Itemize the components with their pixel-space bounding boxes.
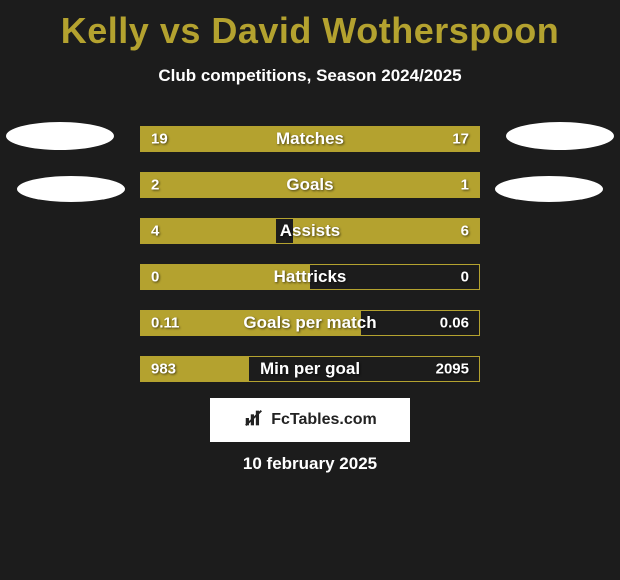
- bar-row: 2 Goals 1: [140, 172, 480, 198]
- bar-value-left: 19: [151, 131, 168, 148]
- bar-value-right: 6: [461, 223, 469, 240]
- bar-value-left: 4: [151, 223, 159, 240]
- bar-value-right: 2095: [436, 361, 469, 378]
- bar-row: 0 Hattricks 0: [140, 264, 480, 290]
- club-left-avatar: [17, 176, 125, 202]
- bar-label: Assists: [280, 221, 340, 241]
- bar-row: 4 Assists 6: [140, 218, 480, 244]
- bar-fill-left: [141, 219, 276, 243]
- bar-label: Goals: [286, 175, 333, 195]
- bar-label: Min per goal: [260, 359, 360, 379]
- bar-row: 0.11 Goals per match 0.06: [140, 310, 480, 336]
- bar-value-right: 17: [452, 131, 469, 148]
- bar-value-left: 2: [151, 177, 159, 194]
- bar-value-left: 983: [151, 361, 176, 378]
- page-subtitle: Club competitions, Season 2024/2025: [0, 66, 620, 86]
- bar-row: 19 Matches 17: [140, 126, 480, 152]
- player-left-avatar: [6, 122, 114, 150]
- date-label: 10 february 2025: [243, 454, 377, 474]
- bar-label: Goals per match: [243, 313, 376, 333]
- page-title: Kelly vs David Wotherspoon: [0, 0, 620, 52]
- club-right-avatar: [495, 176, 603, 202]
- bar-value-left: 0.11: [151, 315, 179, 332]
- fctables-label: FcTables.com: [271, 411, 377, 429]
- bar-label: Matches: [276, 129, 344, 149]
- comparison-bars: 19 Matches 17 2 Goals 1 4 Assists 6 0 Hattricks 0 0.…: [140, 126, 480, 402]
- bar-value-right: 0.06: [440, 315, 469, 332]
- bar-value-right: 1: [461, 177, 469, 194]
- chart-icon: [243, 407, 265, 434]
- fctables-badge: FcTables.com: [210, 398, 410, 442]
- player-right-avatar: [506, 122, 614, 150]
- bar-value-right: 0: [461, 269, 469, 286]
- bar-label: Hattricks: [274, 267, 347, 287]
- bar-value-left: 0: [151, 269, 159, 286]
- bar-row: 983 Min per goal 2095: [140, 356, 480, 382]
